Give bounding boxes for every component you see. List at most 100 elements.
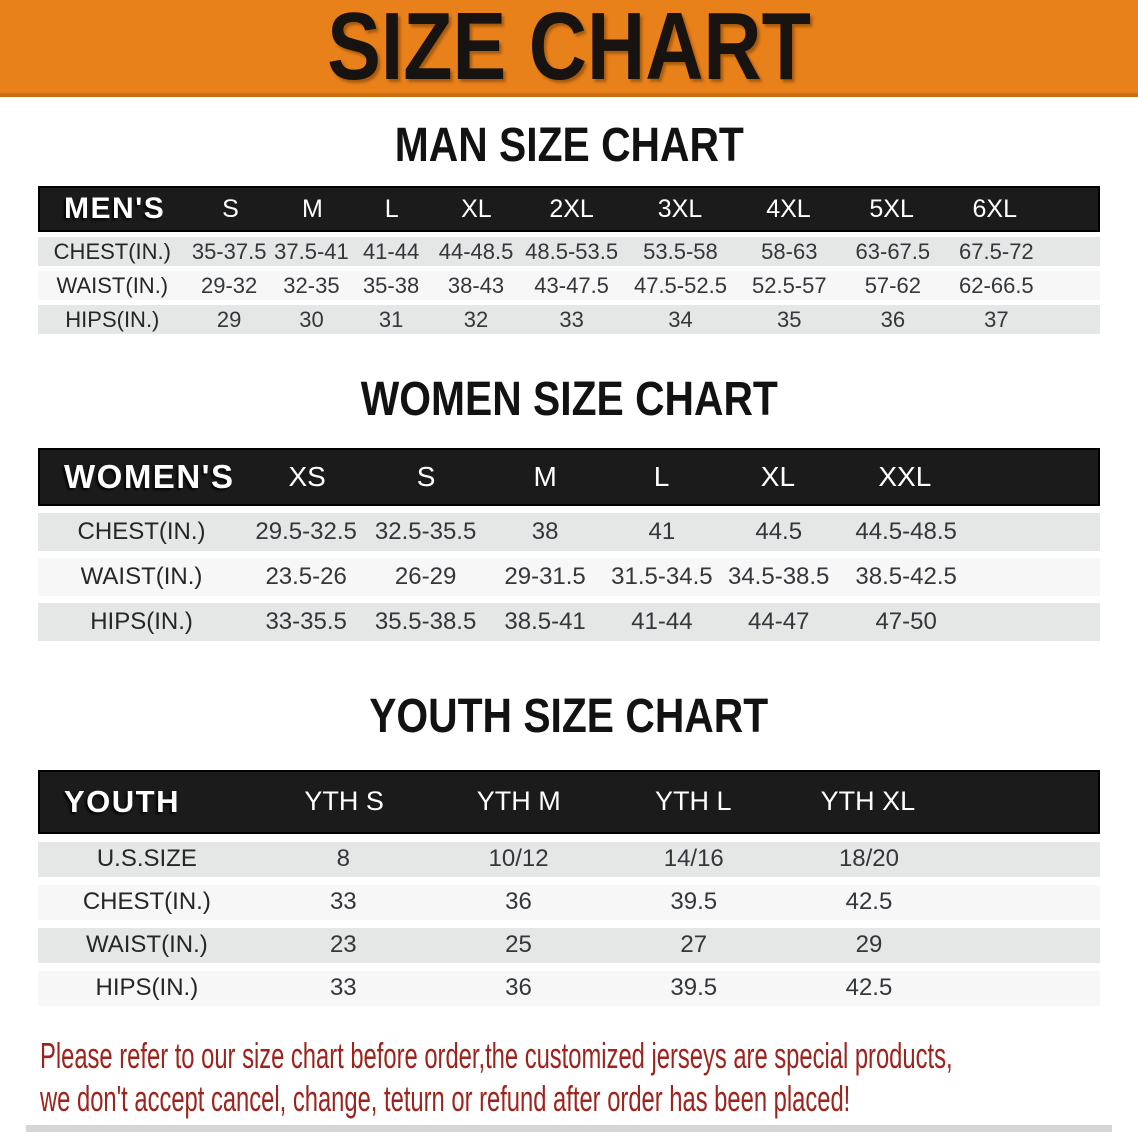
cell-value: 32 — [463, 306, 489, 332]
cell-value: 47-50 — [875, 608, 937, 636]
cell-value: 26-29 — [394, 563, 457, 591]
column-header: M — [533, 461, 557, 493]
cell-value: 25 — [505, 931, 532, 959]
women-table-header-row: WOMEN'S XS S M L XL XXL — [38, 448, 1100, 507]
row-label: HIPS(IN.) — [95, 974, 199, 1002]
cell-value: 33 — [559, 306, 584, 332]
column-header: 3XL — [657, 194, 703, 223]
column-header: YTH M — [476, 786, 561, 817]
row-label: HIPS(IN.) — [90, 608, 193, 636]
cell-value: 37 — [984, 306, 1009, 332]
column-header: L — [653, 461, 670, 493]
cell-value: 32.5-35.5 — [374, 518, 477, 546]
cell-value: 38.5-42.5 — [855, 563, 957, 591]
cell-value: 38 — [531, 518, 559, 546]
table-row: HIPS(IN.) 33 36 39.5 42.5 — [38, 970, 1100, 1006]
table-row: WAIST(IN.) 23 25 27 29 — [38, 927, 1100, 963]
table-row: U.S.SIZE 8 10/12 14/16 18/20 — [38, 841, 1100, 877]
cell-value: 53.5-58 — [643, 238, 718, 264]
cell-value: 34.5-38.5 — [727, 563, 830, 591]
table-row: HIPS(IN.) 33-35.5 35.5-38.5 38.5-41 41-44 44-… — [38, 603, 1100, 642]
cell-value: 23 — [329, 931, 357, 959]
table-row: CHEST(IN.) 35-37.5 37.5-41 41-44 44-48.5 48.5… — [38, 237, 1100, 267]
row-label: CHEST(IN.) — [77, 518, 206, 546]
cell-value: 63-67.5 — [855, 238, 931, 264]
cell-value: 30 — [299, 306, 324, 332]
column-header: XXL — [878, 461, 932, 493]
cell-value: 36 — [880, 306, 906, 332]
cell-value: 44-48.5 — [438, 238, 514, 264]
youth-section-heading: YOUTH SIZE CHART — [38, 689, 1100, 744]
men-size-table: MEN'S S M L XL 2XL 3XL 4XL 5XL 6XL CHEST(IN.) 35-37… — [38, 186, 1100, 335]
cell-value: 39.5 — [670, 974, 718, 1002]
column-header: XS — [288, 461, 326, 493]
women-section-heading: WOMEN SIZE CHART — [38, 372, 1100, 427]
table-row: CHEST(IN.) 33 36 39.5 42.5 — [38, 884, 1100, 920]
cell-value: 41 — [648, 518, 676, 546]
table-row: WAIST(IN.) 29-32 32-35 35-38 38-43 43-47.5 47.… — [38, 271, 1100, 301]
men-section-heading-text: MAN SIZE CHART — [394, 119, 744, 172]
cell-value: 35-37.5 — [191, 238, 267, 264]
column-header: YTH S — [304, 786, 384, 817]
cell-value: 42.5 — [845, 974, 893, 1002]
cell-value: 33 — [329, 888, 357, 916]
row-label: U.S.SIZE — [96, 845, 197, 873]
row-label: CHEST(IN.) — [82, 888, 211, 916]
cell-value: 38-43 — [447, 272, 505, 298]
disclaimer-line-2: we don't accept cancel, change, teturn o… — [40, 1077, 851, 1119]
column-header: XL — [461, 194, 492, 223]
row-label: HIPS(IN.) — [65, 306, 160, 332]
youth-group-label: YOUTH — [64, 783, 180, 819]
row-label: WAIST(IN.) — [80, 563, 203, 591]
banner: SIZE CHART — [0, 0, 1138, 97]
cell-value: 31 — [378, 306, 404, 332]
column-header: YTH L — [655, 786, 732, 817]
men-group-label: MEN'S — [64, 192, 166, 226]
cell-value: 8 — [336, 845, 350, 873]
cell-value: 10/12 — [488, 845, 549, 873]
cell-value: 35.5-38.5 — [374, 608, 477, 636]
cell-value: 42.5 — [845, 888, 893, 916]
cell-value: 41-44 — [631, 608, 693, 636]
cell-value: 36 — [505, 974, 532, 1002]
column-header: XL — [760, 461, 796, 493]
column-header: 2XL — [549, 194, 594, 223]
cell-value: 14/16 — [663, 845, 724, 873]
cell-value: 44.5 — [755, 518, 803, 546]
disclaimer: Please refer to our size chart before or… — [40, 1034, 1138, 1120]
disclaimer-line-1: Please refer to our size chart before or… — [40, 1034, 953, 1076]
cell-value: 31.5-34.5 — [611, 563, 713, 591]
women-section: WOMEN SIZE CHART WOMEN'S XS S M L XL XXL CHEST(… — [38, 372, 1100, 642]
cell-value: 34 — [668, 306, 693, 332]
cell-value: 32-35 — [283, 272, 340, 298]
cell-value: 62-66.5 — [959, 272, 1034, 298]
cell-value: 35 — [777, 306, 802, 332]
women-group-label: WOMEN'S — [64, 458, 235, 496]
banner-title: SIZE CHART — [327, 0, 811, 100]
row-label: CHEST(IN.) — [53, 238, 171, 264]
cell-value: 35-38 — [362, 272, 420, 298]
table-row: WAIST(IN.) 23.5-26 26-29 29-31.5 31.5-34.5 34… — [38, 558, 1100, 597]
cell-value: 29-32 — [201, 272, 258, 298]
column-header: 5XL — [869, 194, 914, 223]
cell-value: 33-35.5 — [265, 608, 347, 636]
youth-table-header-row: YOUTH YTH S YTH M YTH L YTH XL — [38, 769, 1100, 834]
cell-value: 57-62 — [864, 272, 921, 298]
cell-value: 36 — [505, 888, 532, 916]
bottom-strip — [26, 1125, 1112, 1132]
table-row: CHEST(IN.) 29.5-32.5 32.5-35.5 38 41 44.5 44.5… — [38, 513, 1100, 552]
column-header: 6XL — [972, 194, 1017, 223]
cell-value: 23.5-26 — [265, 563, 347, 591]
column-header: L — [384, 194, 399, 223]
column-header: S — [222, 194, 239, 223]
women-section-heading-text: WOMEN SIZE CHART — [360, 373, 778, 427]
cell-value: 67.5-72 — [959, 238, 1034, 264]
cell-value: 52.5-57 — [751, 272, 827, 298]
cell-value: 33 — [329, 974, 357, 1002]
cell-value: 29 — [216, 306, 242, 332]
men-section-heading: MAN SIZE CHART — [38, 118, 1100, 173]
men-table-header-row: MEN'S S M L XL 2XL 3XL 4XL 5XL 6XL — [38, 186, 1100, 233]
youth-section-heading-text: YOUTH SIZE CHART — [369, 690, 769, 744]
row-label: WAIST(IN.) — [56, 272, 169, 298]
cell-value: 44-47 — [748, 608, 810, 636]
